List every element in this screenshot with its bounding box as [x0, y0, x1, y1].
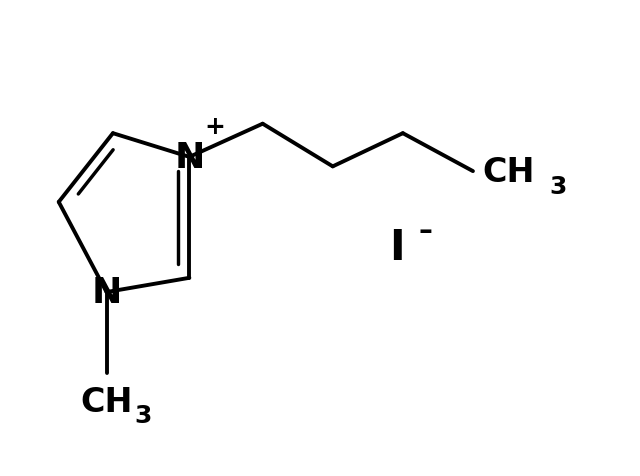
Text: I: I	[388, 227, 404, 268]
Text: –: –	[418, 217, 432, 245]
Text: +: +	[204, 115, 225, 139]
Text: 3: 3	[135, 404, 152, 427]
Text: CH: CH	[80, 385, 132, 417]
Text: N: N	[174, 140, 205, 175]
Text: 3: 3	[549, 175, 567, 199]
Text: N: N	[92, 276, 122, 309]
Text: CH: CH	[483, 155, 535, 188]
